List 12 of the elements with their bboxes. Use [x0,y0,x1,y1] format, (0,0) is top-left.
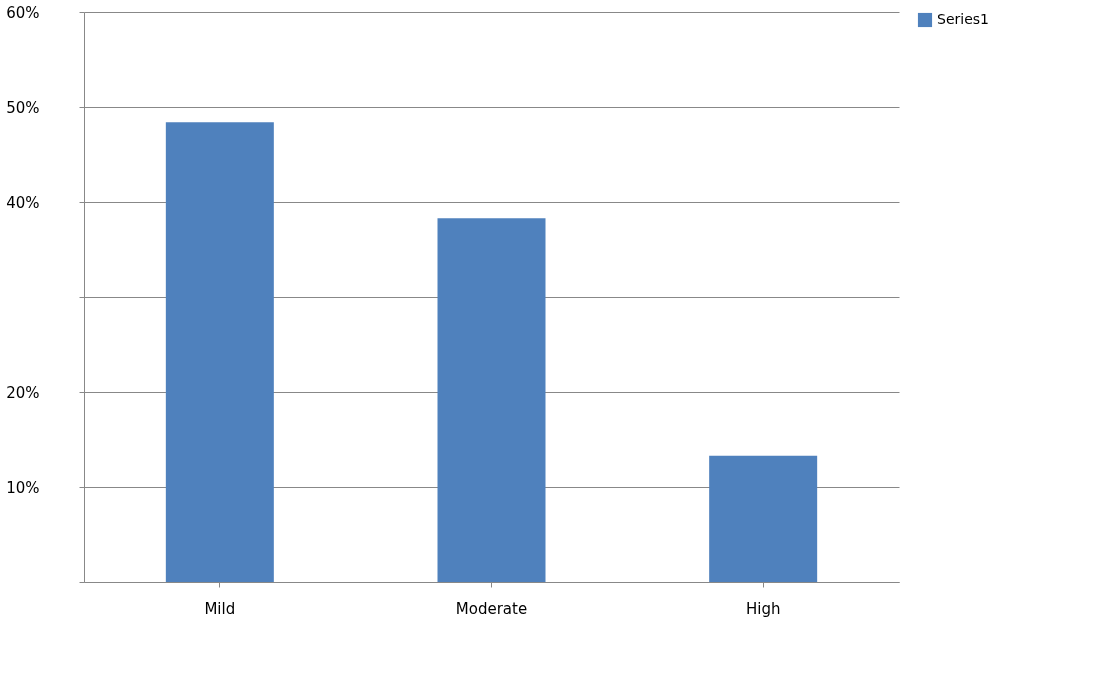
bar [165,122,274,582]
x-tick-label: Mild [204,599,236,618]
y-tick-label: 60% [6,3,40,22]
y-tick-label: 50% [6,98,40,117]
legend-label: Series1 [937,11,989,27]
bar [437,218,546,582]
x-tick-label: Moderate [455,599,528,618]
y-tick-label: 40% [6,193,40,212]
y-tick-label: 10% [6,478,40,497]
x-tick-label: High [745,599,781,618]
bar [709,455,818,582]
y-tick-label: 20% [6,383,40,402]
